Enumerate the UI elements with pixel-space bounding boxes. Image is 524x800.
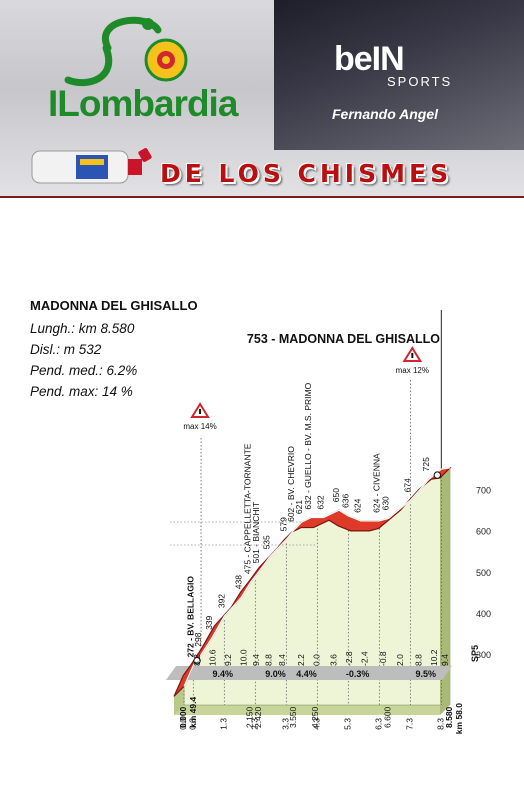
max-grade-marker: max 14% — [183, 402, 217, 431]
banner-divider — [0, 196, 524, 198]
segment-grade-label: 0.0 — [311, 654, 321, 666]
km-tick-label: 3.3 — [280, 718, 290, 730]
km-tick-label: 0.0 — [178, 718, 188, 730]
km-tick-label: 7.3 — [404, 718, 414, 730]
segment-grade-label: -2.8 — [344, 651, 354, 666]
segment-grade-label: 10.6 — [207, 649, 217, 666]
elevation-label: 602 - BV. CHEVRIO — [286, 446, 296, 522]
segment-grade-label: 8.4 — [277, 654, 287, 666]
section-grade-label: -0.3% — [346, 669, 370, 679]
warning-mark — [411, 353, 414, 358]
elevation-label: 624 — [353, 498, 363, 512]
km-marker-label: 8.580 — [444, 706, 454, 728]
route-marker — [193, 657, 201, 665]
stat-max-grade: Pend. max: 14 % — [30, 384, 133, 399]
stat-elevation-gain: Disl.: m 532 — [30, 342, 102, 357]
elevation-label: 272 - BV. BELLAGIO — [185, 576, 195, 658]
elevation-label: 579 — [278, 517, 288, 531]
profile-left-wall — [174, 686, 184, 715]
segment-grade-label: 9.4 — [251, 654, 261, 666]
km-tick-label: 0.3 — [187, 718, 197, 730]
km-tick-label: 8.3 — [435, 718, 445, 730]
route-marker — [433, 471, 442, 479]
broadcaster-subtitle: SPORTS — [387, 74, 453, 89]
max-grade-label: max 14% — [183, 422, 216, 431]
elevation-label: 636 — [340, 493, 350, 507]
km-marker-label: 0.000 — [178, 706, 188, 728]
cyclist-logo-icon — [64, 16, 188, 87]
elevation-label: 535 — [261, 535, 271, 549]
elevation-label: 339 — [204, 615, 214, 629]
route-km-label: km 58.0 — [454, 703, 464, 734]
elevation-label: 392 — [216, 594, 226, 608]
segment-grade-label: -2.4 — [359, 651, 369, 666]
km-tick-label: 5.3 — [342, 718, 352, 730]
road-code-label: SP5 — [470, 645, 480, 662]
km-marker-label: 2.420 — [253, 706, 263, 728]
segment-grade-label: 10.0 — [238, 649, 248, 666]
km-marker-label: 4.250 — [310, 706, 320, 728]
chart-title: 753 - MADONNA DEL GHISALLO — [247, 332, 440, 346]
segment-grade-label: 2.2 — [296, 654, 306, 666]
broadcaster-panel — [274, 0, 524, 150]
show-title: DE LOS CHISMES — [160, 159, 453, 188]
max-grade-label: max 12% — [396, 366, 429, 375]
author-name: Fernando Angel — [332, 106, 439, 122]
segment-grade-label: 8.8 — [263, 654, 273, 666]
segment-grade-label: 3.6 — [328, 654, 338, 666]
profile-side-wall — [440, 467, 450, 715]
segment-grade-label: 8.8 — [414, 654, 424, 666]
segment-grade-label: 2.0 — [395, 654, 405, 666]
km-marker-label: 3.550 — [288, 706, 298, 728]
segment-grade-label: 9.2 — [223, 654, 233, 666]
elevation-label: 438 — [233, 575, 243, 589]
elevation-label: 298 — [193, 632, 203, 646]
stat-average-grade: Pend. med.: 6.2% — [30, 363, 138, 378]
route-km-label: km 49.4 — [188, 697, 198, 728]
segment-grade-label: 9.4 — [440, 654, 450, 666]
y-tick-label: 600 — [476, 527, 491, 537]
climb-name: MADONNA DEL GHISALLO — [30, 298, 198, 313]
elevation-label: 674 — [402, 478, 412, 492]
elevation-label: 725 — [421, 457, 431, 471]
water-bottle-icon — [31, 148, 152, 184]
km-tick-label: 1.3 — [218, 718, 228, 730]
elevation-profile-chart: 9.4% 9.0% 4.4% -0.3% 9.5% 753 - MADONNA DEL … — [166, 310, 491, 734]
elevation-label: 621 — [294, 500, 304, 514]
broadcaster-logo: beIN — [334, 40, 405, 78]
y-tick-label: 400 — [476, 609, 491, 619]
max-grade-marker: max 12% — [396, 346, 429, 375]
elevation-label: 475 - CAPPELLETTA-TORNANTE — [243, 443, 253, 574]
brand-name: ILombardia — [48, 83, 238, 124]
section-grade-label: 9.0% — [265, 669, 286, 679]
section-grade-label: 4.4% — [296, 669, 317, 679]
km-tick-label: 4.3 — [311, 718, 321, 730]
km-marker-label: 6.600 — [383, 706, 393, 728]
km-tick-label: 6.3 — [373, 718, 383, 730]
y-tick-label: 700 — [476, 486, 491, 496]
segment-grade-label: -0.8 — [378, 651, 388, 666]
elevation-label: 632 - GUELLO - BV. M.S. PRIMO — [303, 382, 313, 509]
elevation-label: 650 — [331, 488, 341, 502]
warning-mark — [199, 409, 202, 414]
y-tick-label: 300 — [476, 650, 491, 660]
elevation-label: 624 - CIVENNA — [371, 453, 381, 513]
elevation-label: 501 - BIANCHIT — [251, 502, 261, 563]
segment-grade-label: 8.2 — [192, 654, 202, 666]
section-grade-label: 9.5% — [416, 669, 437, 679]
segment-grade-label: 10.2 — [429, 649, 439, 666]
y-tick-label: 500 — [476, 568, 491, 578]
section-grade-label: 9.4% — [212, 669, 233, 679]
stat-length: Lungh.: km 8.580 — [30, 321, 135, 336]
elevation-label: 632 — [316, 495, 326, 509]
grade-band — [166, 666, 452, 680]
header-banner: ILombardia beIN SPORTS Fernando Angel DE… — [0, 0, 524, 198]
km-tick-label: 2.3 — [249, 718, 259, 730]
km-marker-label: 2.150 — [245, 706, 255, 728]
road-edge — [183, 467, 451, 687]
elevation-label: 630 — [381, 496, 391, 510]
